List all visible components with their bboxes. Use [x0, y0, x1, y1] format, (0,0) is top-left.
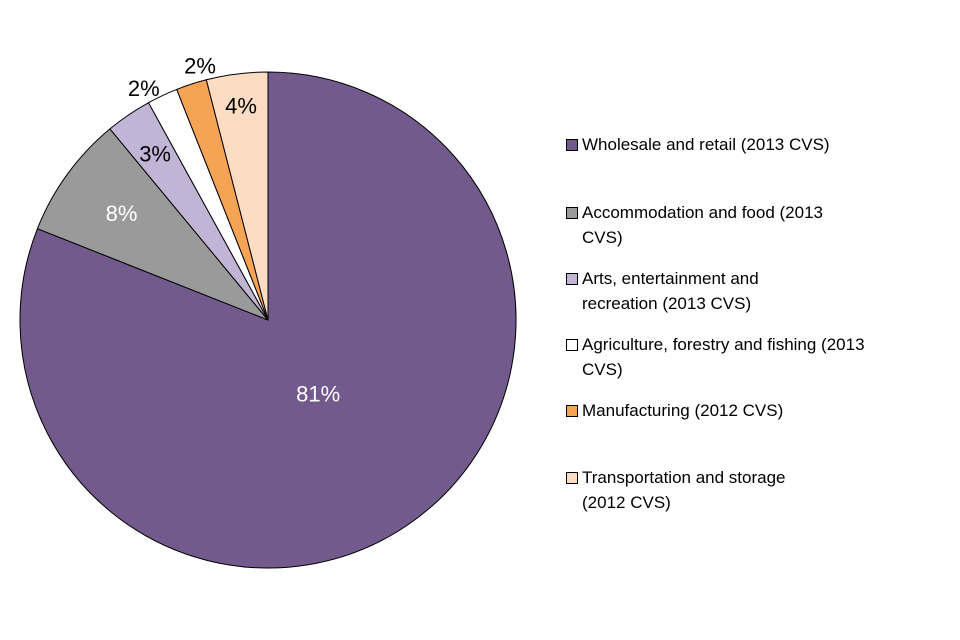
legend-item-transportation: Transportation and storage (2012 CVS)	[566, 466, 886, 515]
legend-label: Arts, entertainment and recreation (2013…	[582, 269, 759, 313]
legend-item-manufacturing: Manufacturing (2012 CVS)	[566, 399, 886, 423]
slice-label-manufacturing: 2%	[184, 54, 216, 79]
legend-item-accommodation-food: Accommodation and food (2013 CVS)	[566, 201, 886, 250]
pie-slice-transportation-and-storage	[205, 71, 269, 321]
legend-swatch	[566, 273, 578, 285]
chart-legend: Wholesale and retail (2013 CVS) Accommod…	[566, 0, 896, 640]
legend-label: Transportation and storage (2012 CVS)	[582, 468, 786, 512]
slice-label-agriculture-forestry-and-fishing: 2%	[128, 76, 160, 101]
legend-swatch	[566, 405, 578, 417]
legend-swatch	[566, 339, 578, 351]
legend-label: Manufacturing (2012 CVS)	[582, 401, 784, 420]
legend-swatch	[566, 472, 578, 484]
legend-item-agriculture: Agriculture, forestry and fishing (2013 …	[566, 333, 886, 382]
legend-item-arts-entertainment: Arts, entertainment and recreation (2013…	[566, 267, 886, 316]
legend-item-wholesale-retail: Wholesale and retail (2013 CVS)	[566, 133, 886, 157]
slice-label-accommodation-and-food: 8%	[106, 201, 138, 226]
pie-slice-accommodation-and-food	[36, 128, 269, 321]
legend-label: Wholesale and retail (2013 CVS)	[582, 135, 830, 154]
legend-label: Accommodation and food (2013 CVS)	[582, 203, 823, 247]
slice-label-wholesale-and-retail: 81%	[296, 381, 340, 406]
legend-swatch	[566, 139, 578, 151]
legend-label: Agriculture, forestry and fishing (2013 …	[582, 335, 865, 379]
slice-label-arts-entertainment-and-recreation: 3%	[139, 141, 171, 166]
slice-label-transportation-and-storage: 4%	[225, 93, 257, 118]
legend-swatch	[566, 207, 578, 219]
